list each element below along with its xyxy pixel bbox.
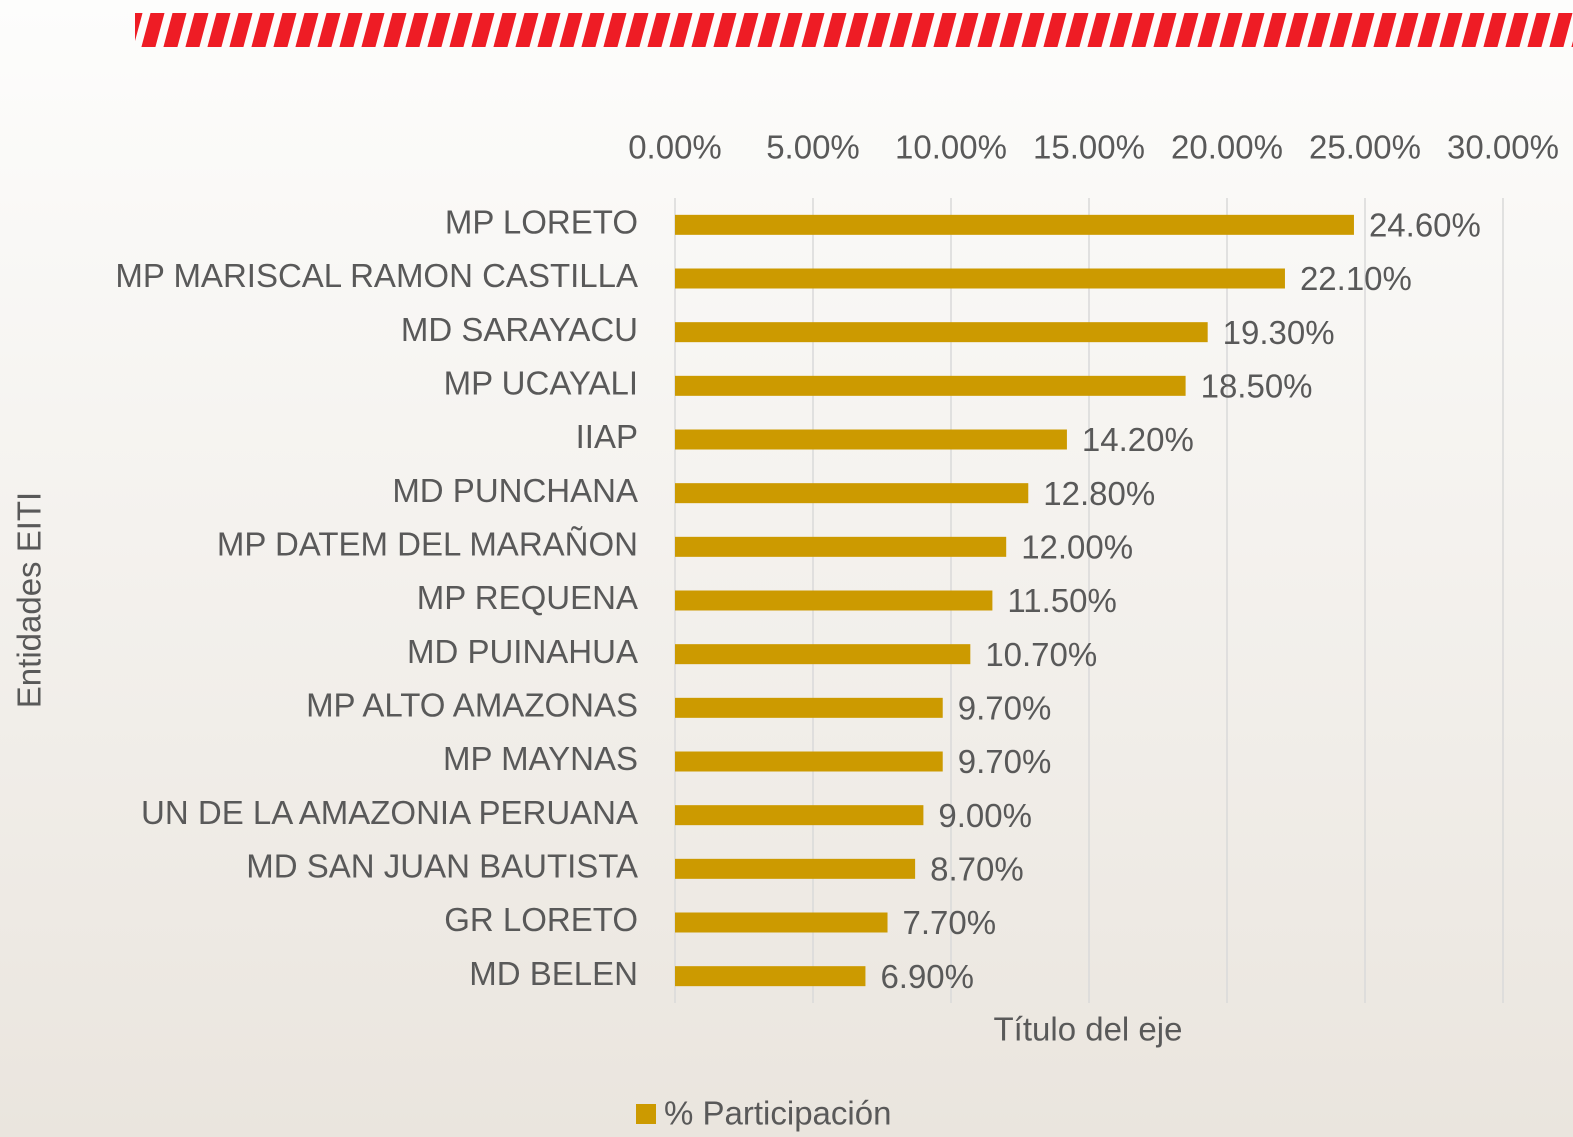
bar	[675, 805, 924, 826]
bar	[675, 268, 1285, 289]
y-tick-label: MD PUINAHUA	[407, 633, 638, 670]
y-tick-label: MP MAYNAS	[443, 740, 638, 777]
y-tick-label: MD SARAYACU	[401, 311, 638, 348]
x-axis-title: Título del eje	[994, 1011, 1183, 1048]
bar	[675, 644, 971, 665]
data-label: 18.50%	[1201, 368, 1313, 405]
y-tick-label: MP LORETO	[445, 204, 638, 241]
data-label: 10.70%	[985, 636, 1097, 673]
y-tick-label: MD BELEN	[469, 955, 638, 992]
data-label: 9.00%	[938, 797, 1032, 834]
data-label: 9.70%	[958, 690, 1052, 727]
y-tick-label: MD SAN JUAN BAUTISTA	[246, 848, 638, 885]
y-tick-label: MP DATEM DEL MARAÑON	[217, 526, 638, 563]
bar	[675, 590, 993, 611]
bar	[675, 536, 1007, 557]
y-tick-label: MD PUNCHANA	[392, 472, 638, 509]
bar	[675, 912, 888, 933]
y-tick-label: MP MARISCAL RAMON CASTILLA	[115, 257, 638, 294]
data-label: 24.60%	[1369, 207, 1481, 244]
bar	[675, 483, 1029, 504]
data-label: 9.70%	[958, 743, 1052, 780]
bar	[675, 429, 1067, 450]
legend-label: % Participación	[664, 1095, 891, 1132]
bar	[675, 697, 943, 718]
y-tick-label: IIAP	[576, 418, 638, 455]
bar	[675, 858, 916, 879]
data-label: 22.10%	[1300, 260, 1412, 297]
data-label: 12.00%	[1021, 529, 1133, 566]
data-label: 7.70%	[903, 904, 997, 941]
y-tick-label: MP UCAYALI	[444, 365, 638, 402]
x-tick-label: 5.00%	[766, 129, 860, 166]
y-axis-title: Entidades EITI	[11, 492, 48, 708]
x-tick-label: 30.00%	[1447, 129, 1559, 166]
bar	[675, 966, 866, 987]
data-label: 6.90%	[880, 958, 974, 995]
data-label: 11.50%	[1007, 582, 1116, 619]
data-label: 12.80%	[1043, 475, 1155, 512]
bar	[675, 751, 943, 772]
x-tick-label: 20.00%	[1171, 129, 1283, 166]
y-tick-label: GR LORETO	[444, 901, 638, 938]
bar	[675, 214, 1354, 235]
bar	[675, 322, 1208, 343]
x-tick-label: 0.00%	[628, 129, 722, 166]
legend-swatch	[636, 1104, 656, 1124]
data-label: 14.20%	[1082, 421, 1194, 458]
y-tick-label: MP REQUENA	[417, 579, 638, 616]
x-tick-label: 25.00%	[1309, 129, 1421, 166]
bar	[675, 375, 1186, 396]
x-tick-label: 10.00%	[895, 129, 1007, 166]
data-label: 8.70%	[930, 851, 1024, 888]
data-label: 19.30%	[1223, 314, 1335, 351]
y-tick-label: MP ALTO AMAZONAS	[306, 687, 638, 724]
decor-stripes	[135, 13, 1573, 47]
x-tick-label: 15.00%	[1033, 129, 1145, 166]
y-tick-label: UN DE LA AMAZONIA PERUANA	[141, 794, 638, 831]
